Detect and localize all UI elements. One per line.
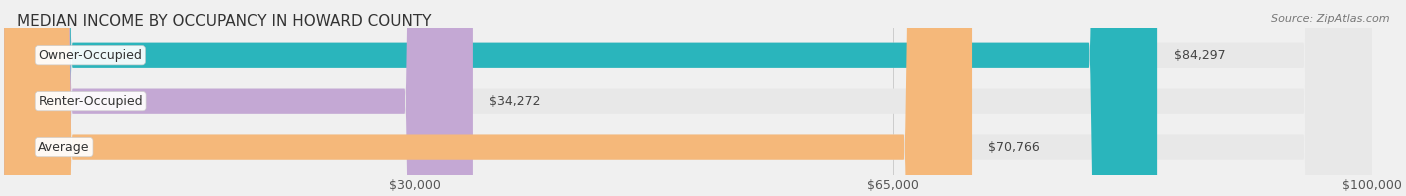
Text: $84,297: $84,297	[1174, 49, 1225, 62]
FancyBboxPatch shape	[4, 0, 472, 196]
Text: Owner-Occupied: Owner-Occupied	[38, 49, 142, 62]
Text: MEDIAN INCOME BY OCCUPANCY IN HOWARD COUNTY: MEDIAN INCOME BY OCCUPANCY IN HOWARD COU…	[17, 14, 432, 29]
FancyBboxPatch shape	[4, 0, 1157, 196]
Text: Source: ZipAtlas.com: Source: ZipAtlas.com	[1271, 14, 1389, 24]
FancyBboxPatch shape	[4, 0, 1372, 196]
FancyBboxPatch shape	[4, 0, 1372, 196]
FancyBboxPatch shape	[4, 0, 972, 196]
Text: Renter-Occupied: Renter-Occupied	[38, 95, 143, 108]
Text: $34,272: $34,272	[489, 95, 541, 108]
Text: $70,766: $70,766	[988, 141, 1040, 154]
Text: Average: Average	[38, 141, 90, 154]
FancyBboxPatch shape	[4, 0, 1372, 196]
